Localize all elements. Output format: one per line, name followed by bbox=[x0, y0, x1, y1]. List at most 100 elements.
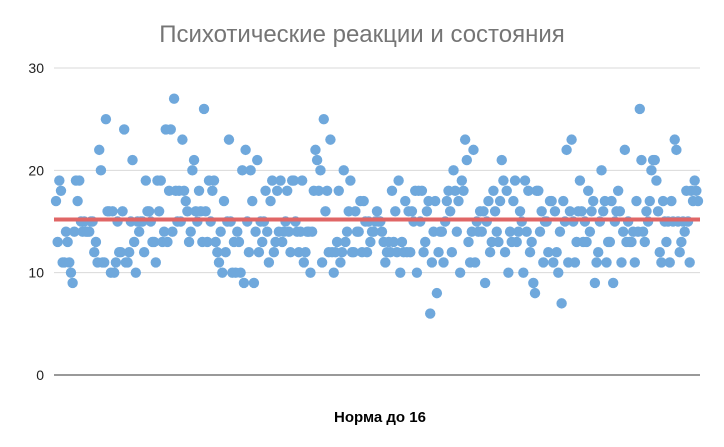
data-point bbox=[245, 165, 256, 176]
data-point bbox=[566, 134, 577, 145]
data-point bbox=[311, 154, 323, 166]
data-point bbox=[534, 226, 546, 237]
data-point bbox=[679, 226, 690, 237]
data-point bbox=[449, 185, 461, 196]
data-point bbox=[182, 206, 193, 217]
data-point bbox=[365, 236, 376, 248]
data-point bbox=[684, 257, 695, 268]
data-point bbox=[267, 175, 278, 186]
data-point bbox=[558, 195, 569, 207]
data-point bbox=[433, 247, 444, 258]
data-point bbox=[198, 103, 210, 115]
data-point bbox=[606, 195, 617, 207]
data-point bbox=[207, 185, 218, 196]
data-point bbox=[65, 267, 77, 278]
data-point bbox=[361, 247, 373, 258]
data-point bbox=[614, 206, 626, 217]
data-point bbox=[265, 195, 276, 207]
data-point bbox=[669, 134, 680, 145]
data-point bbox=[533, 185, 544, 196]
data-point bbox=[657, 195, 669, 207]
data-point bbox=[253, 247, 265, 258]
gridlines bbox=[54, 67, 700, 376]
data-point bbox=[358, 195, 369, 207]
data-point bbox=[617, 226, 629, 237]
data-point bbox=[629, 257, 640, 268]
data-point bbox=[583, 185, 594, 196]
data-point bbox=[396, 236, 408, 248]
data-point bbox=[598, 206, 609, 217]
data-point bbox=[518, 267, 529, 278]
data-point bbox=[162, 236, 173, 248]
data-point bbox=[187, 165, 198, 176]
data-point bbox=[74, 175, 85, 186]
data-point bbox=[150, 257, 161, 268]
data-point bbox=[321, 185, 333, 196]
data-point bbox=[240, 144, 251, 156]
data-point bbox=[62, 236, 73, 248]
data-point bbox=[461, 154, 473, 166]
data-point bbox=[646, 165, 657, 176]
data-point bbox=[252, 154, 263, 166]
data-point bbox=[556, 298, 567, 309]
data-point bbox=[250, 226, 261, 237]
data-point bbox=[564, 206, 576, 217]
data-point bbox=[411, 267, 423, 278]
data-point bbox=[584, 226, 596, 237]
data-point bbox=[220, 247, 231, 258]
data-point bbox=[200, 206, 211, 217]
data-point bbox=[654, 247, 665, 258]
data-point bbox=[109, 267, 120, 278]
data-point bbox=[340, 236, 351, 248]
data-point bbox=[318, 113, 329, 125]
data-point bbox=[89, 247, 100, 258]
data-point bbox=[656, 257, 667, 268]
data-point bbox=[596, 165, 607, 176]
data-point bbox=[153, 206, 165, 217]
data-point bbox=[591, 257, 602, 268]
data-point bbox=[95, 165, 107, 176]
data-point bbox=[300, 247, 311, 258]
data-point bbox=[177, 134, 188, 145]
data-point bbox=[275, 175, 286, 186]
data-point bbox=[285, 247, 296, 258]
data-point bbox=[72, 195, 83, 207]
data-point bbox=[528, 277, 539, 289]
data-point bbox=[671, 144, 682, 156]
data-point bbox=[479, 277, 491, 289]
data-point bbox=[526, 236, 537, 248]
data-point bbox=[336, 247, 348, 258]
data-point bbox=[553, 267, 564, 278]
data-point bbox=[674, 247, 685, 258]
data-point bbox=[328, 267, 339, 278]
data-point bbox=[237, 165, 248, 176]
data-point bbox=[593, 247, 604, 258]
data-point bbox=[243, 247, 255, 258]
y-tick-label-0: 0 bbox=[36, 367, 44, 383]
data-point bbox=[165, 124, 176, 135]
data-point bbox=[503, 267, 514, 278]
data-point bbox=[348, 247, 359, 258]
data-point bbox=[561, 144, 572, 156]
data-point bbox=[689, 175, 700, 186]
data-point bbox=[569, 257, 581, 268]
data-point bbox=[400, 195, 411, 207]
data-point bbox=[548, 257, 559, 268]
data-point bbox=[238, 277, 250, 289]
data-point bbox=[298, 257, 310, 268]
data-point bbox=[588, 195, 599, 207]
data-point bbox=[233, 236, 245, 248]
data-point bbox=[444, 206, 456, 217]
data-point bbox=[345, 175, 356, 186]
data-point bbox=[504, 226, 516, 237]
data-point bbox=[607, 277, 619, 289]
data-point bbox=[426, 257, 438, 268]
data-point bbox=[213, 257, 225, 268]
data-point bbox=[167, 226, 178, 237]
data-point bbox=[188, 154, 200, 166]
data-point bbox=[50, 195, 62, 207]
data-point bbox=[448, 165, 459, 176]
data-point bbox=[469, 257, 481, 268]
data-point bbox=[235, 267, 246, 278]
